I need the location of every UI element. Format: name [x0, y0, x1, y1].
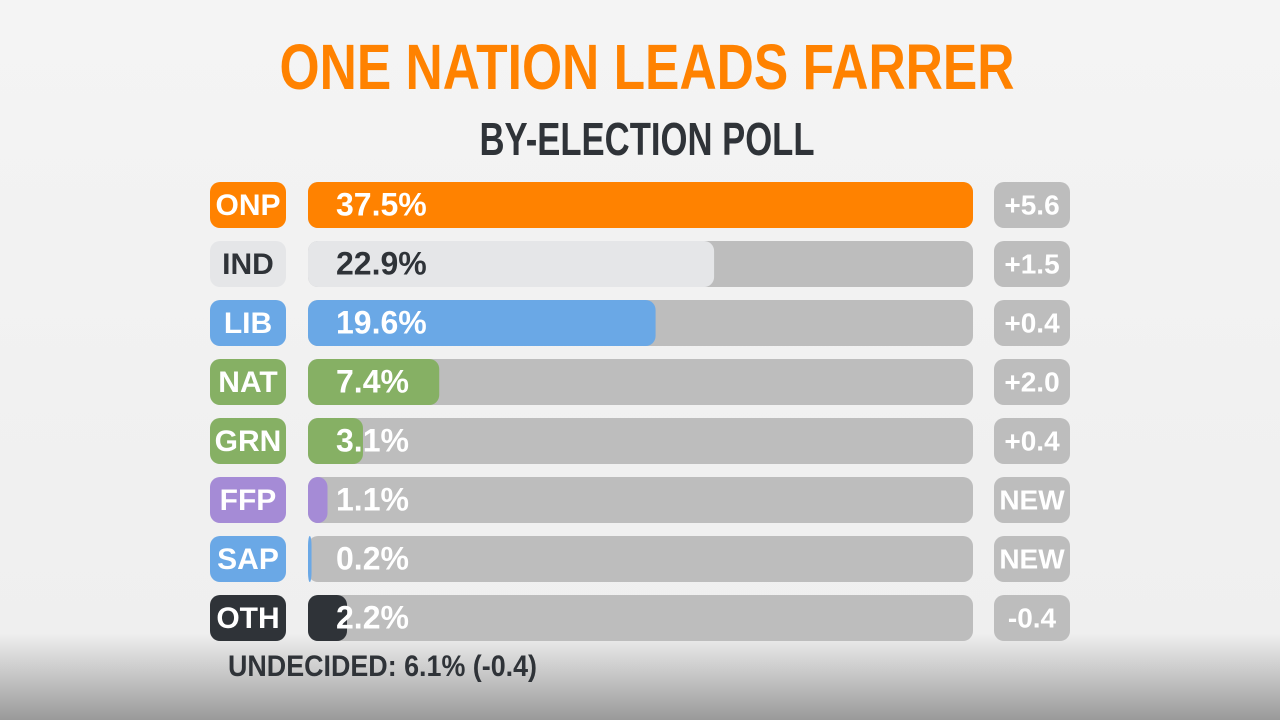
change-pill — [994, 418, 1070, 464]
change-label: +1.5 — [1004, 248, 1059, 279]
category-pill — [210, 595, 286, 641]
change-pill — [994, 536, 1070, 582]
value-label: 1.1% — [336, 481, 409, 517]
category-label: ONP — [215, 189, 280, 222]
bar — [308, 182, 973, 228]
category-pill — [210, 182, 286, 228]
change-pill — [994, 595, 1070, 641]
change-pill — [994, 182, 1070, 228]
category-pill — [210, 359, 286, 405]
bar — [308, 300, 656, 346]
bar — [308, 359, 440, 405]
bar-track — [308, 359, 973, 405]
category-pill — [210, 300, 286, 346]
category-label: LIB — [224, 307, 272, 340]
chart-title: ONE NATION LEADS FARRER — [280, 31, 1015, 103]
change-pill — [994, 300, 1070, 346]
category-pill — [210, 477, 286, 523]
change-pill — [994, 477, 1070, 523]
change-pill — [994, 359, 1070, 405]
bar — [308, 418, 363, 464]
change-label: +0.4 — [1004, 307, 1060, 338]
bar-track — [308, 536, 973, 582]
value-label: 7.4% — [336, 363, 409, 399]
change-label: +0.4 — [1004, 425, 1060, 456]
bar-track — [308, 477, 973, 523]
bar — [308, 536, 312, 582]
value-label: 22.9% — [336, 245, 427, 281]
value-label: 2.2% — [336, 599, 409, 635]
chart-subtitle: BY-ELECTION POLL — [480, 113, 815, 165]
category-label: GRN — [215, 425, 282, 458]
category-label: SAP — [217, 543, 279, 576]
category-label: OTH — [216, 602, 279, 635]
category-pill — [210, 418, 286, 464]
bar — [308, 595, 348, 641]
bar-track — [308, 418, 973, 464]
category-pill — [210, 536, 286, 582]
category-pill — [210, 241, 286, 287]
change-label: -0.4 — [1008, 602, 1057, 633]
value-label: 3.1% — [336, 422, 409, 458]
category-label: NAT — [218, 366, 277, 399]
change-label: +2.0 — [1004, 366, 1059, 397]
category-label: FFP — [220, 484, 277, 517]
value-label: 37.5% — [336, 186, 427, 222]
value-label: 19.6% — [336, 304, 427, 340]
change-pill — [994, 241, 1070, 287]
change-label: NEW — [999, 543, 1065, 574]
change-label: +5.6 — [1004, 189, 1059, 220]
footnote: UNDECIDED: 6.1% (-0.4) — [228, 650, 537, 683]
value-label: 0.2% — [336, 540, 409, 576]
bar — [308, 477, 328, 523]
change-label: NEW — [999, 484, 1065, 515]
bar-track — [308, 595, 973, 641]
bar — [308, 241, 715, 287]
category-label: IND — [222, 248, 274, 281]
